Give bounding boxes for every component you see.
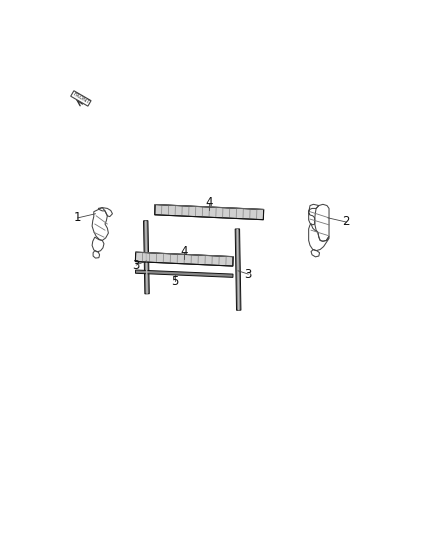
Text: 3: 3	[133, 259, 140, 271]
Polygon shape	[155, 205, 264, 220]
Polygon shape	[145, 221, 148, 294]
Text: 1: 1	[74, 212, 81, 224]
Text: 4: 4	[205, 196, 213, 209]
Text: 5: 5	[172, 275, 179, 288]
Polygon shape	[135, 270, 233, 277]
Polygon shape	[237, 229, 240, 310]
Polygon shape	[235, 229, 241, 310]
Text: FRONT: FRONT	[72, 92, 90, 105]
Polygon shape	[144, 221, 149, 294]
Text: 2: 2	[342, 215, 350, 229]
Text: 4: 4	[180, 245, 187, 259]
Polygon shape	[135, 252, 233, 266]
Text: 3: 3	[244, 268, 252, 280]
